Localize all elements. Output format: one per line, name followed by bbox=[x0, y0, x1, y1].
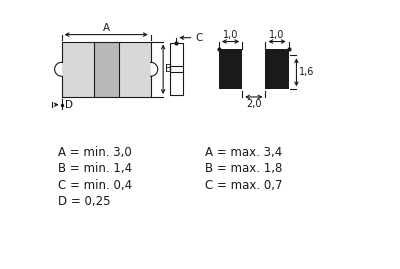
Text: C = min. 0,4: C = min. 0,4 bbox=[58, 179, 132, 192]
Wedge shape bbox=[55, 62, 62, 76]
Text: C: C bbox=[195, 33, 202, 43]
Text: A = max. 3,4: A = max. 3,4 bbox=[205, 146, 282, 159]
Bar bbox=[62, 41, 151, 97]
Bar bbox=[170, 43, 182, 95]
Text: A = min. 3,0: A = min. 3,0 bbox=[58, 146, 132, 159]
Bar bbox=[219, 49, 242, 89]
Text: B: B bbox=[166, 64, 173, 74]
Text: 2,0: 2,0 bbox=[246, 98, 262, 108]
Text: C = max. 0,7: C = max. 0,7 bbox=[205, 179, 282, 192]
Text: A: A bbox=[103, 23, 110, 33]
Text: 1,6: 1,6 bbox=[299, 67, 314, 77]
Text: D = 0,25: D = 0,25 bbox=[58, 195, 110, 208]
Bar bbox=[94, 41, 119, 97]
Text: 1,0: 1,0 bbox=[223, 30, 238, 40]
Text: 1,0: 1,0 bbox=[269, 30, 285, 40]
Text: B = min. 1,4: B = min. 1,4 bbox=[58, 162, 132, 175]
Text: B = max. 1,8: B = max. 1,8 bbox=[205, 162, 282, 175]
Text: D: D bbox=[65, 100, 73, 110]
Bar bbox=[266, 49, 289, 89]
Wedge shape bbox=[151, 62, 158, 76]
